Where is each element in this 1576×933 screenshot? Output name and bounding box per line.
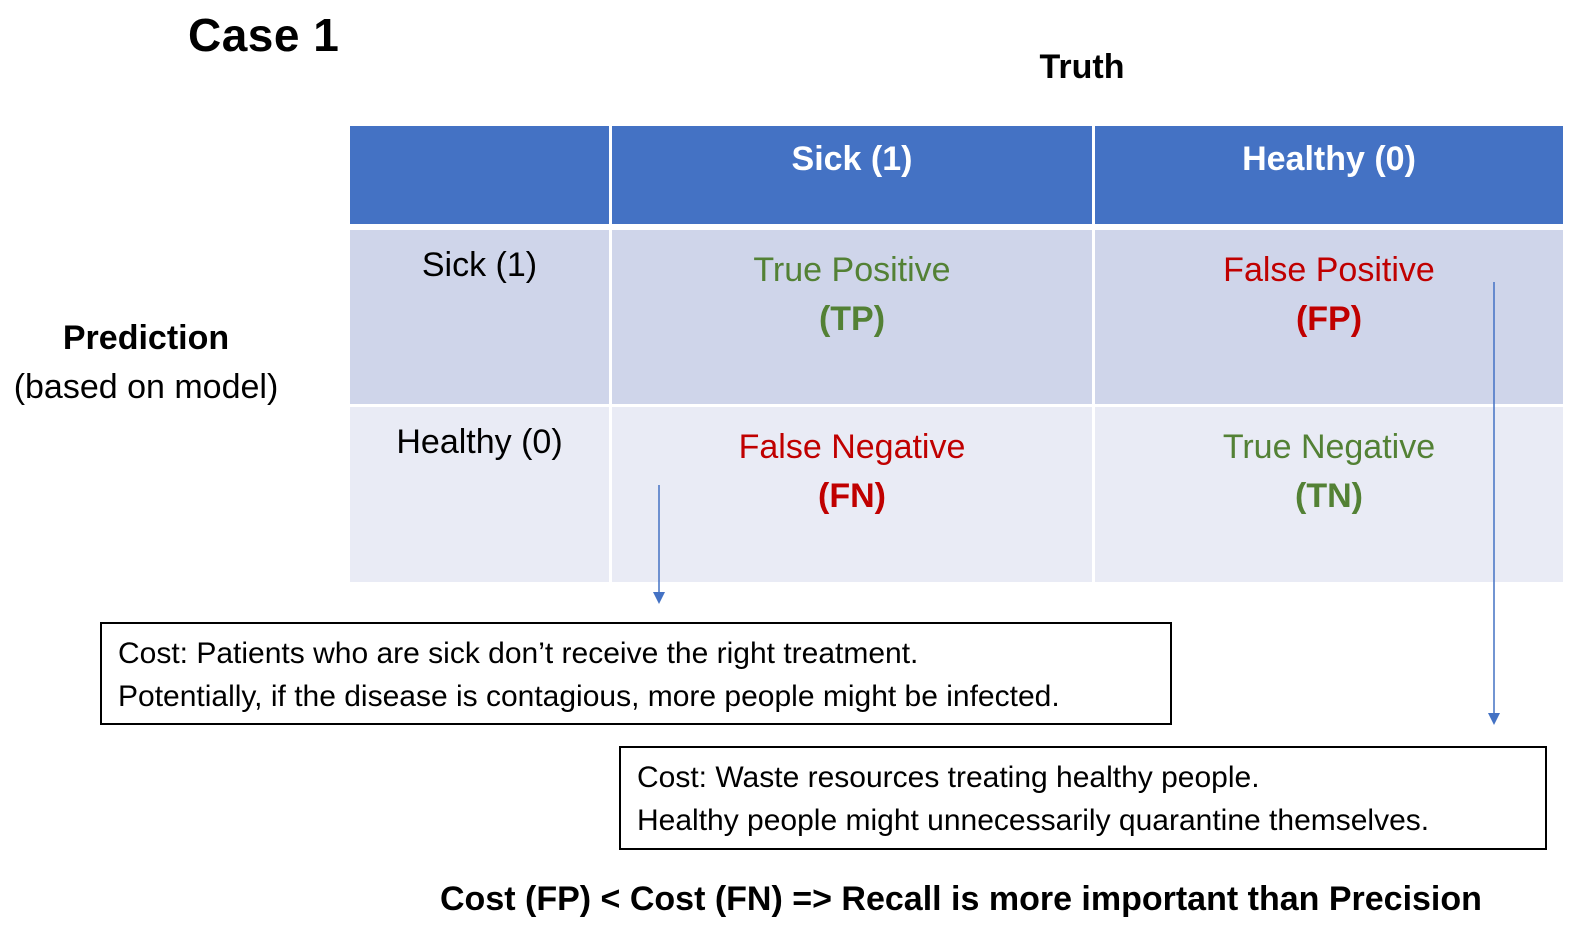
tp-name: True Positive (753, 251, 951, 289)
header-healthy: Healthy (0) (1095, 126, 1563, 224)
tn-name: True Negative (1222, 428, 1436, 466)
prediction-sublabel: (based on model) (13, 368, 279, 406)
conclusion-text: Cost (FP) < Cost (FN) => Recall is more … (440, 880, 1482, 918)
header-sick: Sick (1) (612, 126, 1092, 224)
case-title: Case 1 (188, 9, 340, 61)
cost-fp-line1: Cost: Waste resources treating healthy p… (637, 761, 1260, 794)
fn-name: False Negative (738, 428, 966, 466)
cost-fn-line2: Potentially, if the disease is contagiou… (118, 680, 1060, 713)
fp-name: False Positive (1223, 251, 1435, 289)
row-label-sick: Sick (1) (350, 230, 609, 404)
fp-abbr: (FP) (1295, 300, 1363, 338)
fp-arrow (1488, 282, 1500, 725)
tn-abbr: (TN) (1295, 477, 1363, 515)
fn-abbr: (FN) (818, 477, 886, 515)
cost-fp-box: Cost: Waste resources treating healthy p… (619, 746, 1547, 850)
prediction-axis-label: Prediction (based on model) (0, 314, 292, 412)
cost-fp-line2: Healthy people might unnecessarily quara… (637, 804, 1430, 837)
cost-fn-box: Cost: Patients who are sick don’t receiv… (100, 622, 1172, 725)
cell-false-negative: False Negative (FN) (612, 407, 1092, 582)
truth-axis-label: Truth (1039, 48, 1125, 86)
cell-true-negative: True Negative (TN) (1095, 407, 1563, 582)
fn-arrow (653, 485, 665, 604)
cell-true-positive: True Positive (TP) (612, 230, 1092, 404)
prediction-label: Prediction (62, 319, 230, 357)
header-corner-cell (350, 126, 609, 224)
tp-abbr: (TP) (818, 300, 886, 338)
cost-fn-line1: Cost: Patients who are sick don’t receiv… (118, 637, 919, 670)
row-label-healthy: Healthy (0) (350, 407, 609, 582)
cell-false-positive: False Positive (FP) (1095, 230, 1563, 404)
